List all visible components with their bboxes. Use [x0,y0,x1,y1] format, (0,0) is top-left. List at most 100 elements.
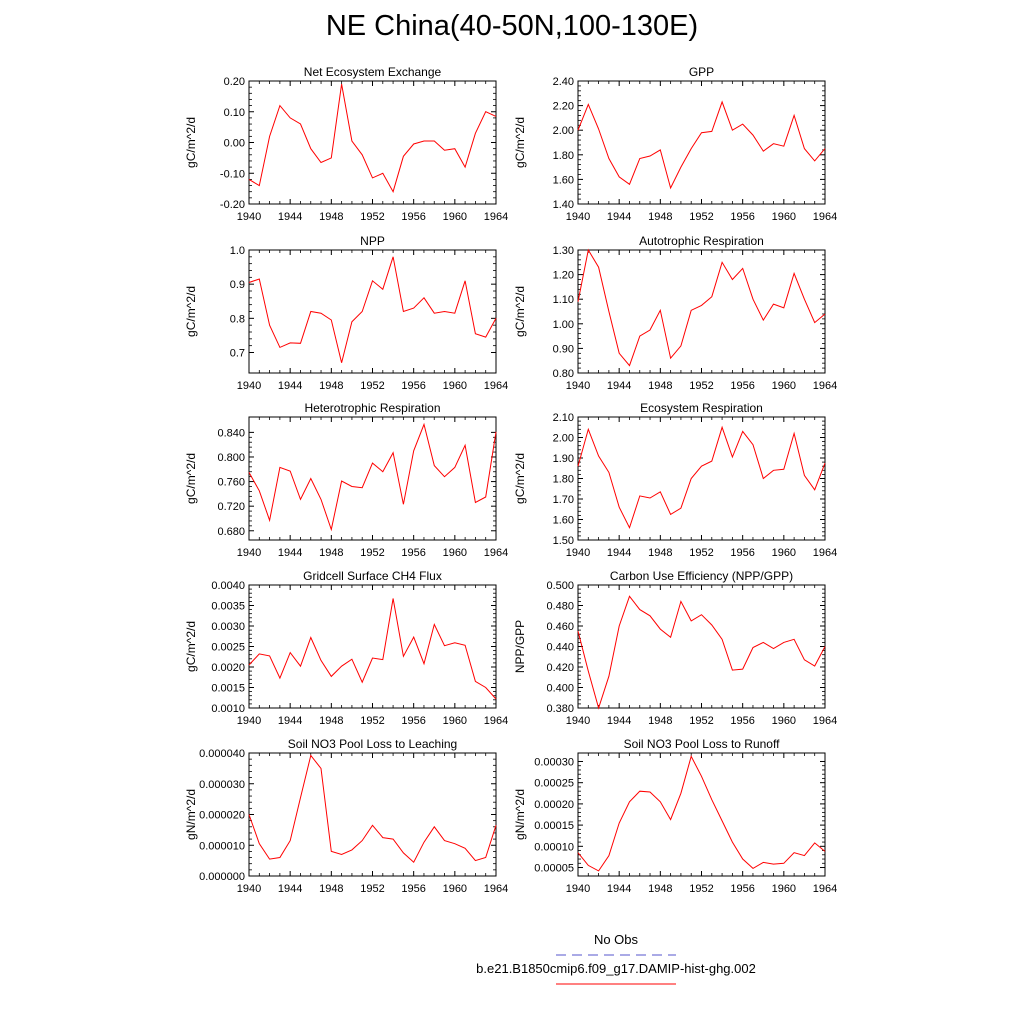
x-tick-label: 1944 [278,547,302,559]
x-tick-label: 1964 [813,715,837,727]
plot-frame [577,249,826,374]
x-tick-label: 1952 [689,547,713,559]
y-tick-label: 1.60 [553,174,574,186]
y-axis-label: gC/m^2/d [184,453,198,504]
y-axis-label: gC/m^2/d [184,117,198,168]
x-tick-label: 1940 [566,715,590,727]
x-tick-label: 1944 [607,715,631,727]
y-tick-label: 0.90 [553,343,574,355]
x-tick-label: 1952 [360,380,384,392]
x-tick-label: 1964 [484,380,508,392]
chart-title: Gridcell Surface CH4 Flux [303,569,442,583]
x-tick-label: 1952 [360,211,384,223]
x-tick-label: 1948 [319,715,343,727]
series-line [577,755,826,872]
y-tick-label: -0.10 [220,168,245,180]
series-line [577,100,826,190]
chart-panel-8: Soil NO3 Pool Loss to LeachinggN/m^2/d0.… [184,737,508,895]
y-tick-label: 0.680 [217,526,245,538]
y-tick-label: 0.760 [217,477,245,489]
y-tick-label: 0.7 [230,348,245,360]
x-tick-label: 1944 [607,380,631,392]
x-tick-label: 1944 [607,547,631,559]
x-tick-label: 1940 [237,547,261,559]
chart-panel-9: Soil NO3 Pool Loss to Runoff gN/m^2/d 0.00… [513,737,837,895]
x-tick-label: 1956 [401,883,425,895]
x-tick-label: 1960 [443,380,467,392]
x-tick-label: 1952 [360,715,384,727]
y-tick-label: 0.800 [217,452,245,464]
x-tick-label: 1952 [360,547,384,559]
x-tick-label: 1944 [278,380,302,392]
x-tick-label: 1956 [730,380,754,392]
y-tick-label: 0.000040 [199,748,245,760]
y-tick-label: 1.10 [553,294,574,306]
y-tick-label: 0.0020 [211,662,245,674]
x-tick-label: 1952 [689,715,713,727]
chart-panel-4: Heterotrophic Respiration gC/m^2/d 0.680 0.… [184,401,508,559]
y-tick-label: 0.00 [224,138,245,150]
y-tick-label: 0.00015 [534,820,574,832]
x-tick-label: 1948 [648,380,672,392]
x-tick-label: 1940 [566,380,590,392]
chart-title: Autotrophic Respiration [639,234,764,248]
x-tick-label: 1960 [443,211,467,223]
chart-title: Carbon Use Efficiency (NPP/GPP) [610,569,793,583]
y-tick-label: 1.40 [553,199,574,211]
legend [556,954,676,985]
x-tick-label: 1940 [566,547,590,559]
page-title: NE China(40-50N,100-130E) [325,10,699,42]
y-tick-label: 0.00005 [534,863,574,875]
x-tick-label: 1940 [237,883,261,895]
chart-title: Net Ecosystem Exchange [304,65,442,79]
plot-frame [577,80,826,205]
y-tick-label: 0.840 [217,427,245,439]
x-tick-label: 1956 [401,715,425,727]
y-tick-label: 0.0040 [211,580,245,592]
y-axis-label: gC/m^2/d [513,117,527,168]
x-tick-label: 1964 [813,547,837,559]
y-tick-label: 0.10 [224,107,245,119]
x-tick-label: 1944 [278,883,302,895]
y-axis-label: gC/m^2/d [184,621,198,672]
chart-title: Heterotrophic Respiration [304,401,440,415]
x-tick-label: 1944 [278,715,302,727]
y-tick-label: 1.70 [553,494,574,506]
x-tick-label: 1948 [648,715,672,727]
plot-frame [577,752,826,877]
series-line [248,422,497,532]
x-tick-label: 1960 [772,547,796,559]
x-tick-label: 1944 [278,211,302,223]
y-tick-label: 1.80 [553,150,574,162]
y-tick-label: 0.00010 [534,841,574,853]
x-tick-label: 1960 [772,715,796,727]
y-tick-label: 2.00 [553,125,574,137]
x-tick-label: 1956 [730,211,754,223]
y-axis-label: gC/m^2/d [513,286,527,337]
y-tick-label: 2.00 [553,433,574,445]
chart-panel-6: Gridcell Surface CH4 Flux gC/m^2/d 0.0010 0… [184,569,508,727]
x-tick-label: 1940 [237,715,261,727]
x-tick-label: 1964 [813,380,837,392]
y-tick-label: 2.20 [553,101,574,113]
y-tick-label: 0.0015 [211,683,245,695]
y-axis-label: gC/m^2/d [513,453,527,504]
x-tick-label: 1956 [730,715,754,727]
y-tick-label: 0.20 [224,76,245,88]
x-tick-label: 1948 [319,547,343,559]
y-tick-label: 1.0 [230,245,245,257]
x-tick-label: 1948 [648,547,672,559]
y-tick-label: 2.40 [553,76,574,88]
y-tick-label: 0.440 [546,642,574,654]
y-tick-label: 0.720 [217,501,245,513]
chart-panel-1: GPP gC/m^2/d 1.40 1.60 1.80 2.00 2.20 2.40 1940 1… [513,65,837,223]
x-tick-label: 1944 [607,883,631,895]
y-tick-label: 0.0030 [211,621,245,633]
y-tick-label: 1.30 [553,245,574,257]
x-tick-label: 1964 [484,715,508,727]
x-tick-label: 1948 [648,883,672,895]
series-line [248,84,497,193]
plot-frame [248,416,497,541]
x-tick-label: 1964 [813,883,837,895]
